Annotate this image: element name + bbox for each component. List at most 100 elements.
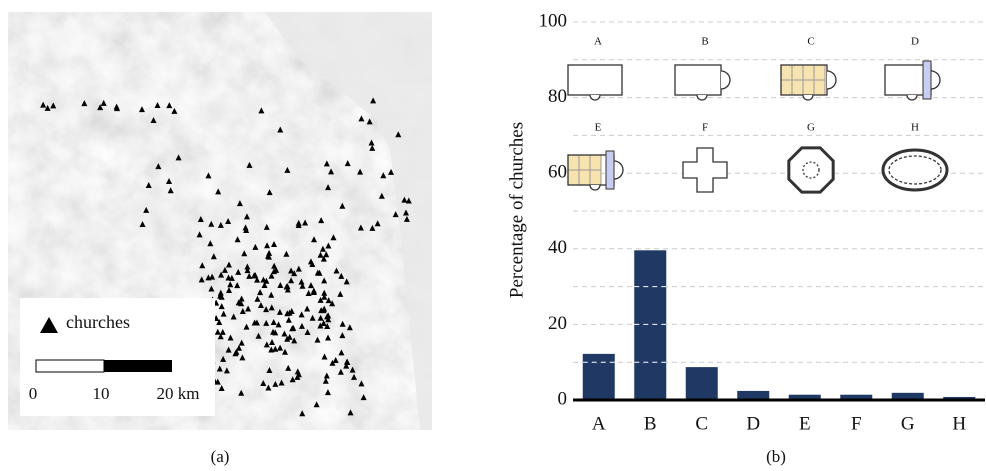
church-point xyxy=(358,115,365,122)
church-point xyxy=(210,253,217,260)
church-point xyxy=(246,272,253,279)
church-point xyxy=(291,270,298,277)
church-point xyxy=(207,240,214,247)
bar xyxy=(840,394,873,400)
icon-cell xyxy=(589,154,602,171)
church-point xyxy=(44,104,51,111)
church-point xyxy=(254,295,261,302)
church-point xyxy=(217,221,224,228)
caption: (b) xyxy=(766,447,786,466)
church-point xyxy=(217,333,224,340)
plan-icon xyxy=(922,60,932,100)
church-point xyxy=(289,376,296,383)
church-point xyxy=(325,242,332,249)
church-point xyxy=(349,366,356,373)
church-point xyxy=(302,219,309,226)
legend-label: churches xyxy=(66,312,130,332)
church-point xyxy=(344,359,351,366)
church-point xyxy=(227,334,234,341)
church-point xyxy=(220,310,227,317)
church-point xyxy=(251,272,258,279)
church-point xyxy=(378,192,385,199)
church-point xyxy=(323,372,330,379)
icon-cell xyxy=(813,64,826,81)
church-point xyxy=(277,282,284,289)
plan-icon xyxy=(567,64,623,96)
church-point xyxy=(150,116,157,123)
church-point xyxy=(314,336,321,343)
church-point xyxy=(272,329,279,336)
church-point xyxy=(337,368,344,375)
church-point xyxy=(208,285,215,292)
caption: (a) xyxy=(211,447,230,466)
church-point xyxy=(166,177,173,184)
church-point xyxy=(220,355,227,362)
church-point xyxy=(309,314,316,321)
church-point xyxy=(255,332,262,339)
church-point xyxy=(257,302,264,309)
church-point xyxy=(244,263,251,270)
church-point xyxy=(235,344,242,351)
scale-label: 20 km xyxy=(157,384,200,403)
bar xyxy=(788,394,821,400)
church-point xyxy=(260,379,267,386)
church-point xyxy=(236,200,243,207)
church-point xyxy=(268,338,275,345)
church-point xyxy=(321,353,328,360)
church-point xyxy=(145,181,152,188)
church-point xyxy=(332,356,339,363)
scale-bar xyxy=(104,360,172,372)
church-point xyxy=(138,106,145,113)
icon-cell xyxy=(802,79,815,96)
church-point xyxy=(294,373,301,380)
plan-icon xyxy=(802,94,814,101)
church-point xyxy=(218,271,225,278)
icon-label: H xyxy=(911,122,919,134)
church-point xyxy=(369,144,376,151)
church-point xyxy=(270,318,277,325)
church-point xyxy=(266,367,273,374)
icon-cell xyxy=(578,169,591,186)
church-point xyxy=(243,226,250,233)
icon-cell xyxy=(780,79,793,96)
church-point xyxy=(346,324,353,331)
church-point xyxy=(239,307,246,314)
icon-cell xyxy=(802,64,815,81)
church-point xyxy=(263,223,270,230)
x-tick-label: A xyxy=(592,413,606,434)
church-point xyxy=(307,282,314,289)
church-point xyxy=(343,362,350,369)
plan-icon xyxy=(605,150,615,190)
y-tick-label: 20 xyxy=(548,313,567,334)
x-tick-label: G xyxy=(901,413,915,434)
icon-label: A xyxy=(594,36,602,48)
church-point xyxy=(238,389,245,396)
church-point xyxy=(299,282,306,289)
church-point xyxy=(328,168,335,175)
church-point xyxy=(310,287,317,294)
church-point xyxy=(344,160,351,167)
church-point xyxy=(97,104,104,111)
plan-icon xyxy=(613,160,624,180)
church-point xyxy=(271,241,278,248)
church-point xyxy=(235,268,242,275)
church-points xyxy=(40,97,412,417)
church-point xyxy=(246,161,253,168)
church-point xyxy=(351,373,358,380)
church-point xyxy=(319,245,326,252)
y-tick-label: 40 xyxy=(548,237,567,258)
icon-cell xyxy=(589,169,602,186)
church-point xyxy=(265,253,272,260)
church-point xyxy=(324,389,331,396)
church-point xyxy=(228,274,235,281)
bar xyxy=(634,250,667,400)
church-point xyxy=(272,380,279,387)
church-point xyxy=(230,313,237,320)
church-point xyxy=(263,306,270,313)
church-point xyxy=(261,281,268,288)
church-point xyxy=(289,325,296,332)
church-point xyxy=(369,224,376,231)
scale-label: 0 xyxy=(29,384,38,403)
plan-icon xyxy=(674,64,722,96)
church-point xyxy=(317,314,324,321)
